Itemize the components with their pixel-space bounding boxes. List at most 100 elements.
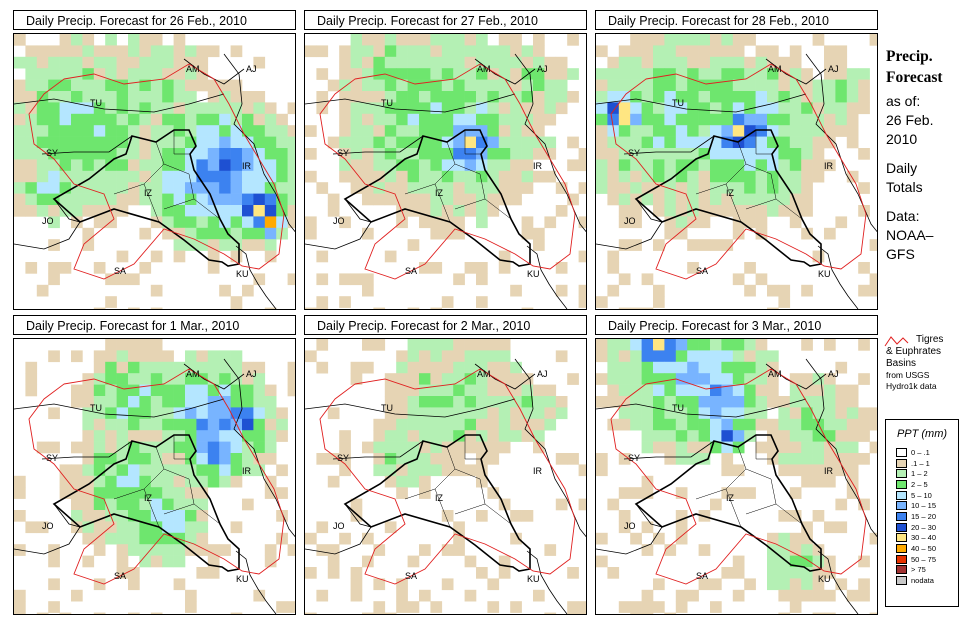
legend-item: 40 – 50 xyxy=(896,543,958,554)
precip-cell xyxy=(567,601,579,613)
precip-cell xyxy=(441,464,454,477)
precip-cell xyxy=(464,159,477,172)
country-label: TU xyxy=(90,403,102,413)
precip-cell xyxy=(732,396,745,408)
country-label: SY xyxy=(46,148,58,158)
precip-cell xyxy=(521,45,534,58)
precip-cell xyxy=(139,373,152,385)
precip-cell xyxy=(710,193,722,206)
precip-cell xyxy=(139,361,152,374)
precip-cell xyxy=(162,418,174,431)
precip-cell xyxy=(630,102,642,115)
precip-cell xyxy=(533,239,545,251)
precip-cell xyxy=(150,373,163,385)
precip-cell xyxy=(755,45,768,58)
precip-cell xyxy=(93,544,106,556)
precip-cell xyxy=(664,102,677,115)
precip-cell xyxy=(789,601,802,613)
precip-cell xyxy=(276,182,288,194)
precip-cell xyxy=(350,56,363,69)
precip-cell xyxy=(36,125,49,137)
precip-cell xyxy=(578,250,586,263)
precip-cell xyxy=(653,284,665,297)
precip-cell xyxy=(698,45,711,58)
precip-cell xyxy=(139,170,152,183)
precip-cell xyxy=(710,102,722,115)
precip-cell xyxy=(721,205,734,217)
precip-cell xyxy=(498,159,511,172)
precip-cell xyxy=(373,339,386,351)
precip-cell xyxy=(789,216,802,229)
precip-cell xyxy=(824,79,836,92)
precip-cell xyxy=(316,102,329,115)
legend-swatch xyxy=(896,469,907,479)
precip-cell xyxy=(384,475,397,488)
precip-cell xyxy=(150,350,163,363)
precip-cell xyxy=(732,113,745,126)
precip-cell xyxy=(287,125,295,137)
precip-cell xyxy=(755,373,768,385)
country-border xyxy=(235,550,277,614)
precip-cell xyxy=(185,601,197,613)
precip-cell xyxy=(48,441,60,454)
precip-cell xyxy=(653,361,665,374)
precip-cell xyxy=(219,216,231,229)
precip-cell xyxy=(48,91,60,103)
country-label: SA xyxy=(114,571,126,581)
precip-cell xyxy=(25,102,38,115)
precip-cell xyxy=(630,34,642,46)
precip-cell xyxy=(476,91,488,103)
precip-cell xyxy=(675,396,688,408)
totals-label: Totals xyxy=(886,179,923,195)
precip-cell xyxy=(521,227,534,240)
precip-cell xyxy=(732,102,745,115)
precip-cell xyxy=(641,418,654,431)
precip-cell xyxy=(687,113,699,126)
province-border xyxy=(434,488,451,528)
precip-cell xyxy=(116,407,129,420)
precip-cell xyxy=(441,159,454,172)
province-border xyxy=(143,488,160,528)
precip-cell xyxy=(498,567,511,579)
precip-cell xyxy=(858,589,870,602)
precip-cell xyxy=(641,544,654,556)
precip-cell xyxy=(14,475,26,488)
precip-cell xyxy=(339,91,351,103)
precip-cell xyxy=(710,136,722,149)
precip-cell xyxy=(846,102,859,115)
precip-cell xyxy=(373,578,386,591)
precip-cell xyxy=(339,430,351,442)
precip-cell xyxy=(555,396,568,408)
precip-cell xyxy=(207,239,220,251)
precip-cell xyxy=(396,125,408,137)
precip-cell xyxy=(362,91,374,103)
precip-cell xyxy=(264,555,277,568)
legend-label: 5 – 10 xyxy=(911,490,932,500)
precip-cell xyxy=(732,487,745,499)
precip-cell xyxy=(675,113,688,126)
precip-cell xyxy=(430,68,443,80)
precip-cell xyxy=(641,170,654,183)
precip-cell xyxy=(596,45,608,58)
precip-cell xyxy=(207,125,220,137)
country-label: SA xyxy=(405,571,417,581)
precip-cell xyxy=(744,430,756,442)
precip-cell xyxy=(48,273,60,286)
precip-cell xyxy=(846,453,859,465)
precip-cell xyxy=(105,339,117,351)
precip-cell xyxy=(464,193,477,206)
precip-cell xyxy=(533,418,545,431)
precip-cell xyxy=(698,216,711,229)
precip-cell xyxy=(510,430,522,442)
precip-cell xyxy=(812,544,825,556)
precip-cell xyxy=(71,216,83,229)
precip-cell xyxy=(14,34,26,46)
precip-cell xyxy=(824,113,836,126)
precip-cell xyxy=(350,273,363,286)
precip-cell xyxy=(778,193,791,206)
precip-cell xyxy=(185,407,197,420)
precip-cell xyxy=(362,159,374,172)
precip-cell xyxy=(675,216,688,229)
precip-cell xyxy=(869,273,877,286)
precip-cell xyxy=(744,148,756,160)
